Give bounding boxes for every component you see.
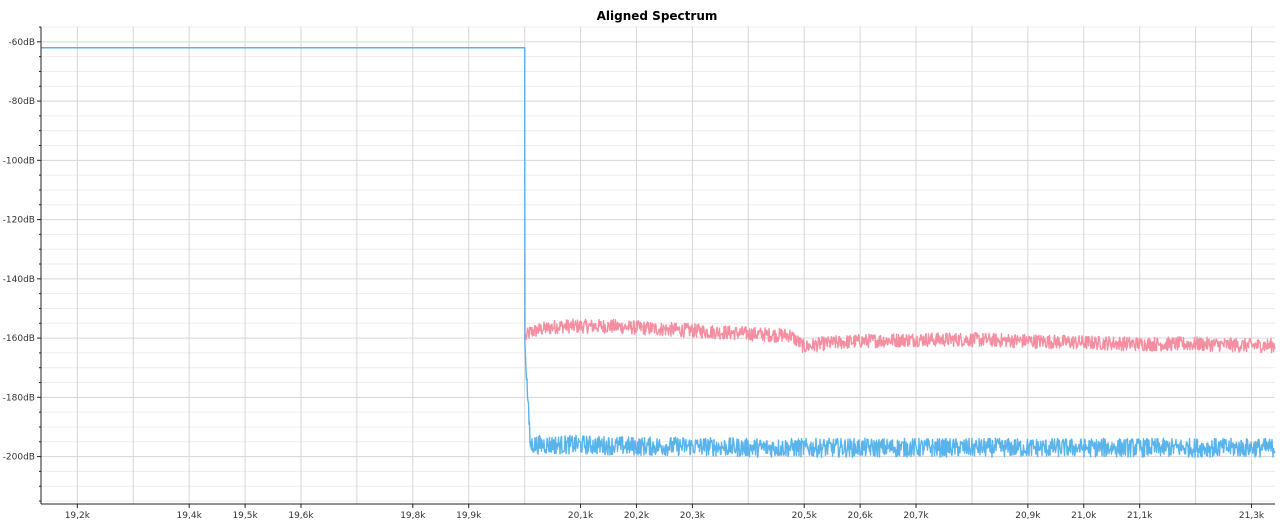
x-tick-label: 19,6k [288, 511, 314, 521]
axes [40, 27, 1275, 505]
series-line-2 [41, 47, 1276, 458]
x-tick-label: 19,8k [400, 511, 426, 521]
x-tick-label: 20,7k [903, 511, 929, 521]
y-tick-label: -140dB [3, 275, 35, 285]
x-tick-label: 19,5k [232, 511, 258, 521]
x-tick-label: 20,6k [847, 511, 873, 521]
x-tick-label: 20,2k [624, 511, 650, 521]
x-tick-label: 19,9k [456, 511, 482, 521]
y-tick-label: -160dB [3, 334, 35, 344]
y-tick-label: -200dB [3, 453, 35, 463]
x-tick-label: 21,3k [1239, 511, 1265, 521]
grid [41, 26, 1275, 504]
x-tick-label: 20,5k [792, 511, 818, 521]
x-tick-label: 20,3k [680, 511, 706, 521]
x-tick-label: 19,2k [65, 511, 91, 521]
y-tick-label: -60dB [8, 38, 35, 48]
chart-title: Aligned Spectrum [597, 9, 718, 23]
x-tick-label: 21,1k [1127, 511, 1153, 521]
y-tick-label: -120dB [3, 216, 35, 226]
y-tick-label: -80dB [8, 97, 35, 107]
x-tick-label: 19,4k [177, 511, 203, 521]
x-tick-label: 21,0k [1071, 511, 1097, 521]
tick-labels: -60dB -80dB -100dB -120dB -140dB -160dB -180dB… [3, 26, 1265, 521]
y-tick-label: -100dB [3, 156, 35, 166]
series-line-1 [41, 47, 1276, 354]
y-tick-label: -180dB [3, 393, 35, 403]
x-tick-label: 20,9k [1015, 511, 1041, 521]
x-tick-label: 20,1k [568, 511, 594, 521]
series-layer [41, 47, 1276, 458]
